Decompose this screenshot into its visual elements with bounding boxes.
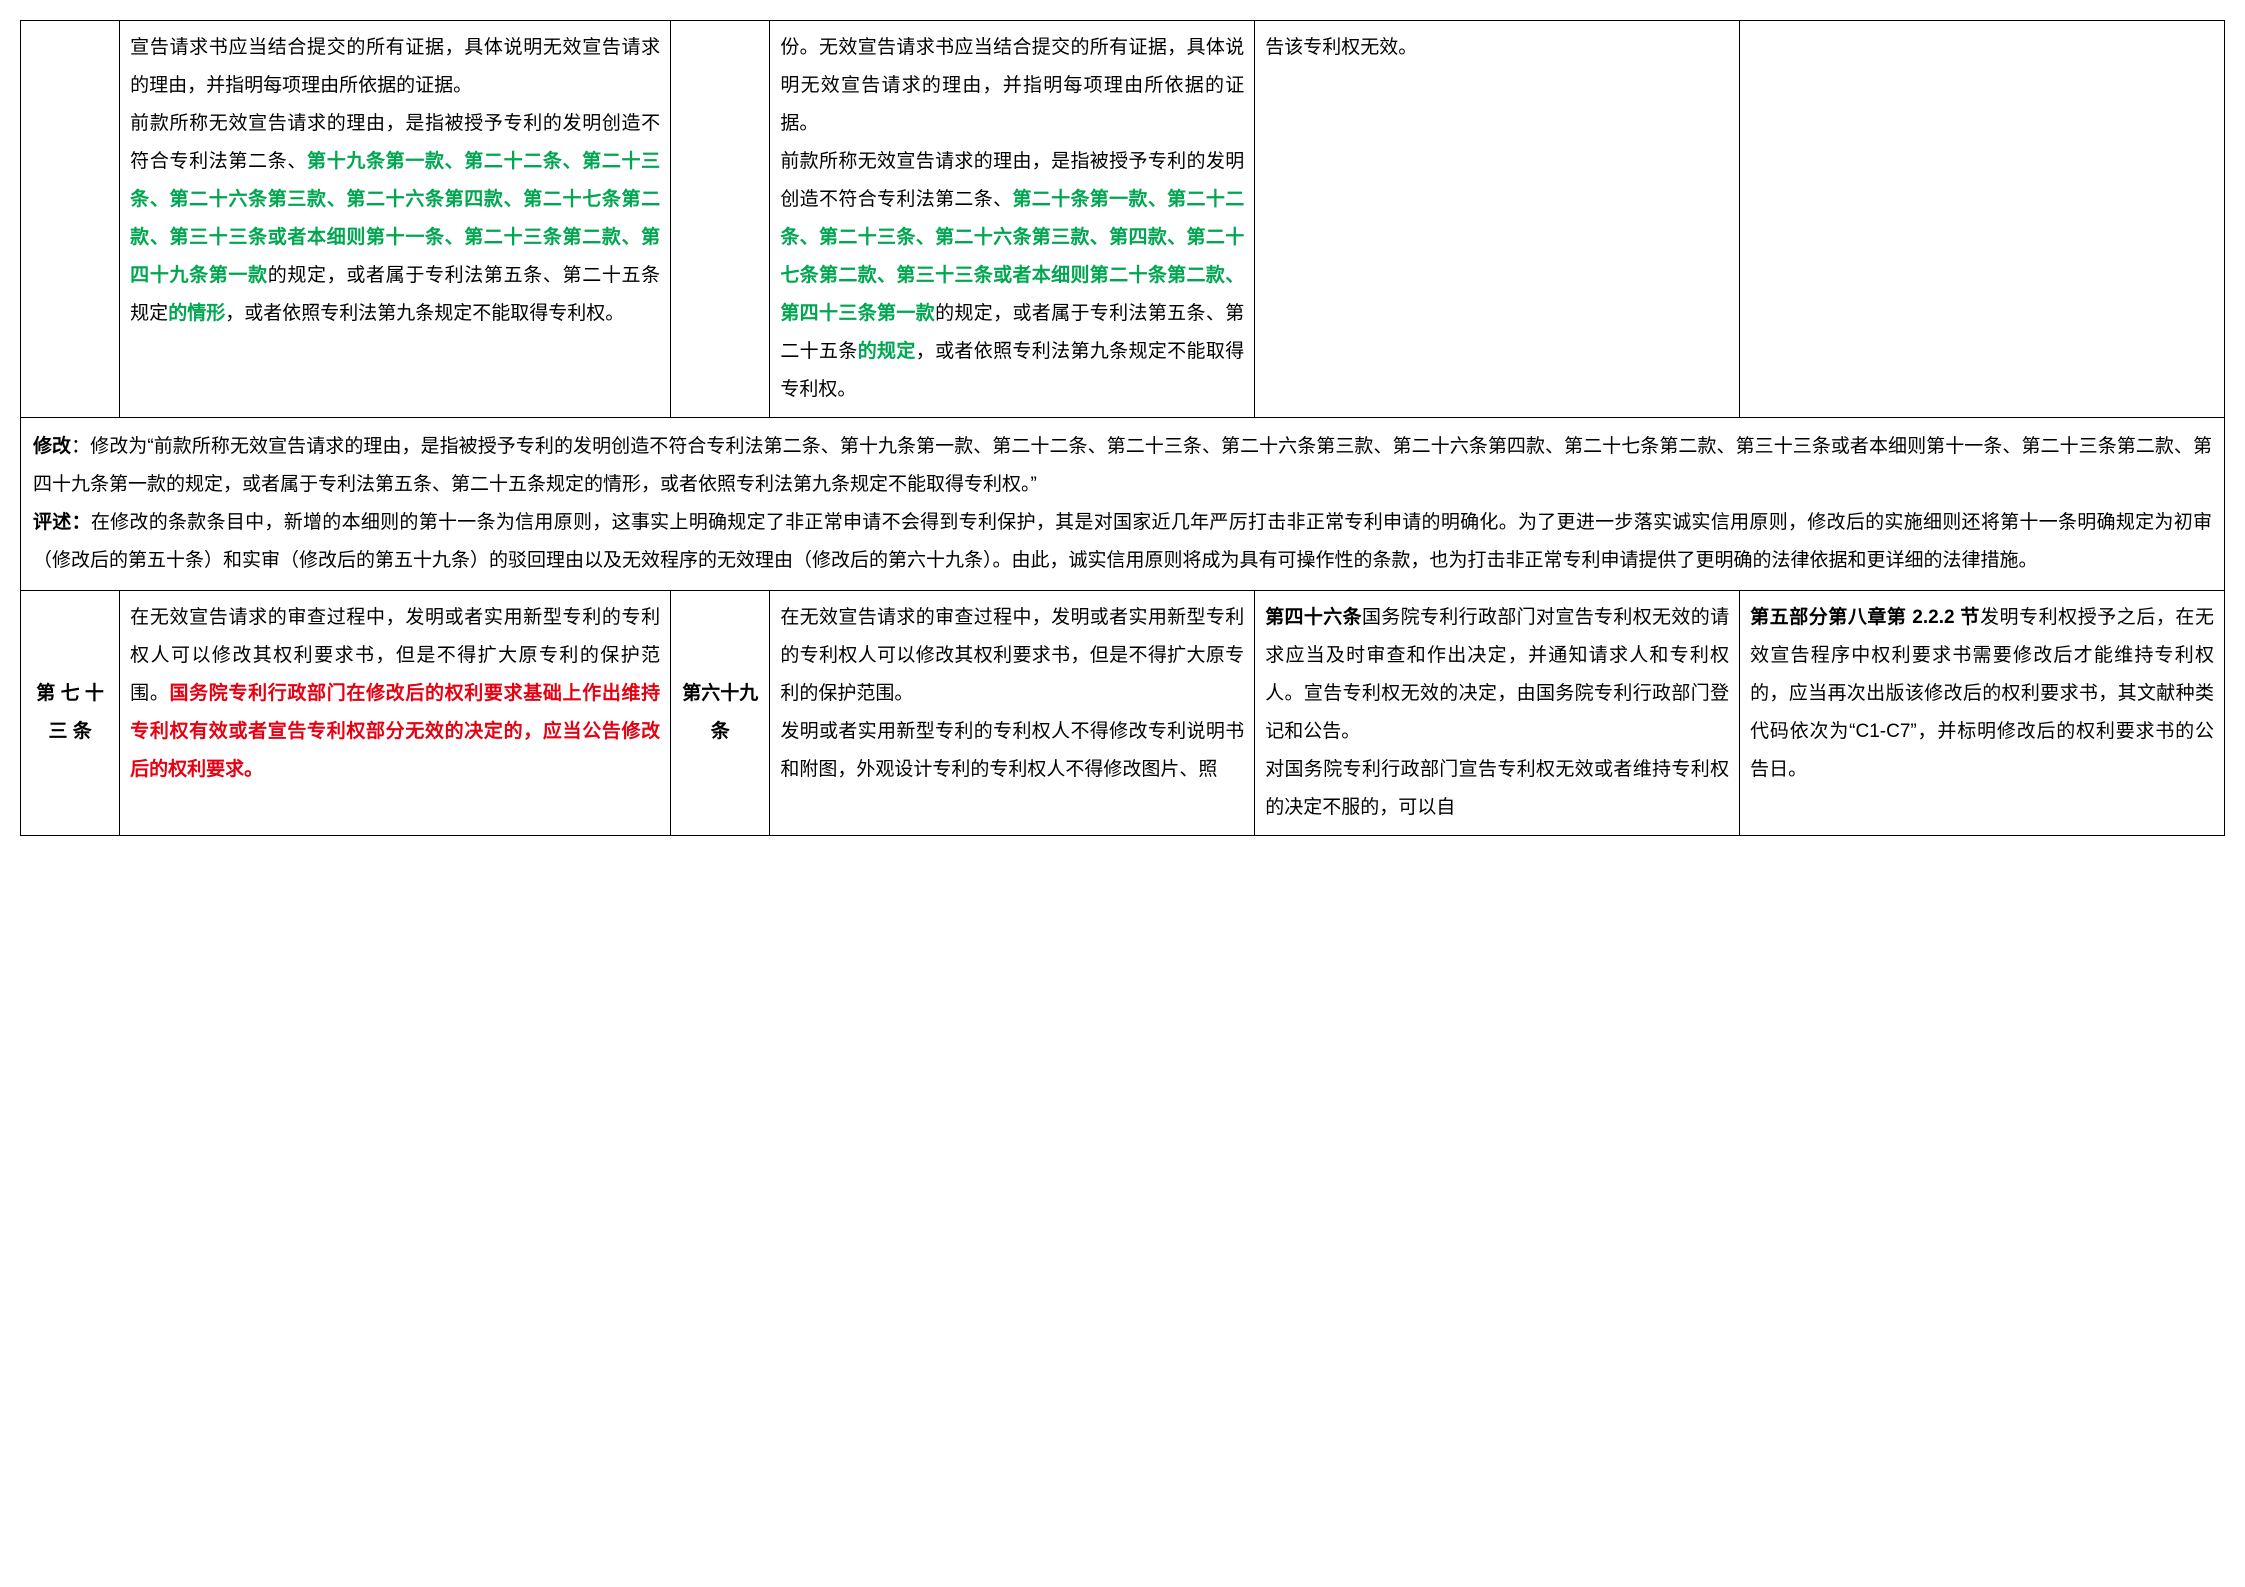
row1-content-a: 宣告请求书应当结合提交的所有证据，具体说明无效宣告请求的理由，并指明每项理由所依…	[120, 21, 671, 418]
review-paragraph: 评述：在修改的条款条目中，新增的本细则的第十一条为信用原则，这事实上明确规定了非…	[33, 504, 2212, 580]
text: 对国务院专利行政部门宣告专利权无效或者维持专利权的决定不服的，可以自	[1265, 759, 1729, 818]
article-69-label: 第六十九条	[671, 591, 770, 836]
highlighted-text-red: 国务院专利行政部门在修改后的权利要求基础上作出维持专利权有效或者宣告专利权部分无…	[130, 683, 660, 780]
article-69-content: 在无效宣告请求的审查过程中，发明或者实用新型专利的专利权人可以修改其权利要求书，…	[770, 591, 1255, 836]
article-73-label: 第 七 十 三 条	[21, 591, 120, 836]
review-label: 评述：	[33, 512, 91, 533]
article-46-heading: 第四十六条	[1265, 607, 1362, 628]
text: 宣告请求书应当结合提交的所有证据，具体说明无效宣告请求的理由，并指明每项理由所依…	[130, 37, 660, 96]
text: 发明或者实用新型专利的专利权人不得修改专利说明书和附图，外观设计专利的专利权人不…	[780, 721, 1244, 780]
text: 在无效宣告请求的审查过程中，发明或者实用新型专利的专利权人可以修改其权利要求书，…	[780, 607, 1244, 704]
article-73-content: 在无效宣告请求的审查过程中，发明或者实用新型专利的专利权人可以修改其权利要求书，…	[120, 591, 671, 836]
modification-paragraph: 修改：修改为“前款所称无效宣告请求的理由，是指被授予专利的发明创造不符合专利法第…	[33, 428, 2212, 504]
table-row: 宣告请求书应当结合提交的所有证据，具体说明无效宣告请求的理由，并指明每项理由所依…	[21, 21, 2225, 418]
review-text: 在修改的条款条目中，新增的本细则的第十一条为信用原则，这事实上明确规定了非正常申…	[33, 512, 2212, 571]
comparison-table: 宣告请求书应当结合提交的所有证据，具体说明无效宣告请求的理由，并指明每项理由所依…	[20, 20, 2225, 836]
text: 份。无效宣告请求书应当结合提交的所有证据，具体说明无效宣告请求的理由，并指明每项…	[780, 37, 1244, 134]
row1-content-d	[1740, 21, 2225, 418]
text: 告该专利权无效。	[1265, 37, 1417, 58]
row1-label-b	[671, 21, 770, 418]
commentary-cell: 修改：修改为“前款所称无效宣告请求的理由，是指被授予专利的发明创造不符合专利法第…	[21, 418, 2225, 591]
table-row: 第 七 十 三 条 在无效宣告请求的审查过程中，发明或者实用新型专利的专利权人可…	[21, 591, 2225, 836]
modification-text: ：修改为“前款所称无效宣告请求的理由，是指被授予专利的发明创造不符合专利法第二条…	[33, 436, 2212, 495]
text: 发明专利权授予之后，在无效宣告程序中权利要求书需要修改后才能维持专利权的，应当再…	[1750, 607, 2214, 780]
section-222-content: 第五部分第八章第 2.2.2 节发明专利权授予之后，在无效宣告程序中权利要求书需…	[1740, 591, 2225, 836]
table-row-commentary: 修改：修改为“前款所称无效宣告请求的理由，是指被授予专利的发明创造不符合专利法第…	[21, 418, 2225, 591]
modification-label: 修改	[33, 436, 71, 457]
highlighted-text: 的情形	[168, 303, 225, 324]
row1-label-a	[21, 21, 120, 418]
highlighted-text: 的规定	[858, 341, 916, 362]
article-46-content: 第四十六条国务院专利行政部门对宣告专利权无效的请求应当及时审查和作出决定，并通知…	[1255, 591, 1740, 836]
section-222-heading: 第五部分第八章第 2.2.2 节	[1750, 607, 1980, 628]
row1-content-b: 份。无效宣告请求书应当结合提交的所有证据，具体说明无效宣告请求的理由，并指明每项…	[770, 21, 1255, 418]
text: ，或者依照专利法第九条规定不能取得专利权。	[225, 303, 624, 324]
row1-content-c: 告该专利权无效。	[1255, 21, 1740, 418]
